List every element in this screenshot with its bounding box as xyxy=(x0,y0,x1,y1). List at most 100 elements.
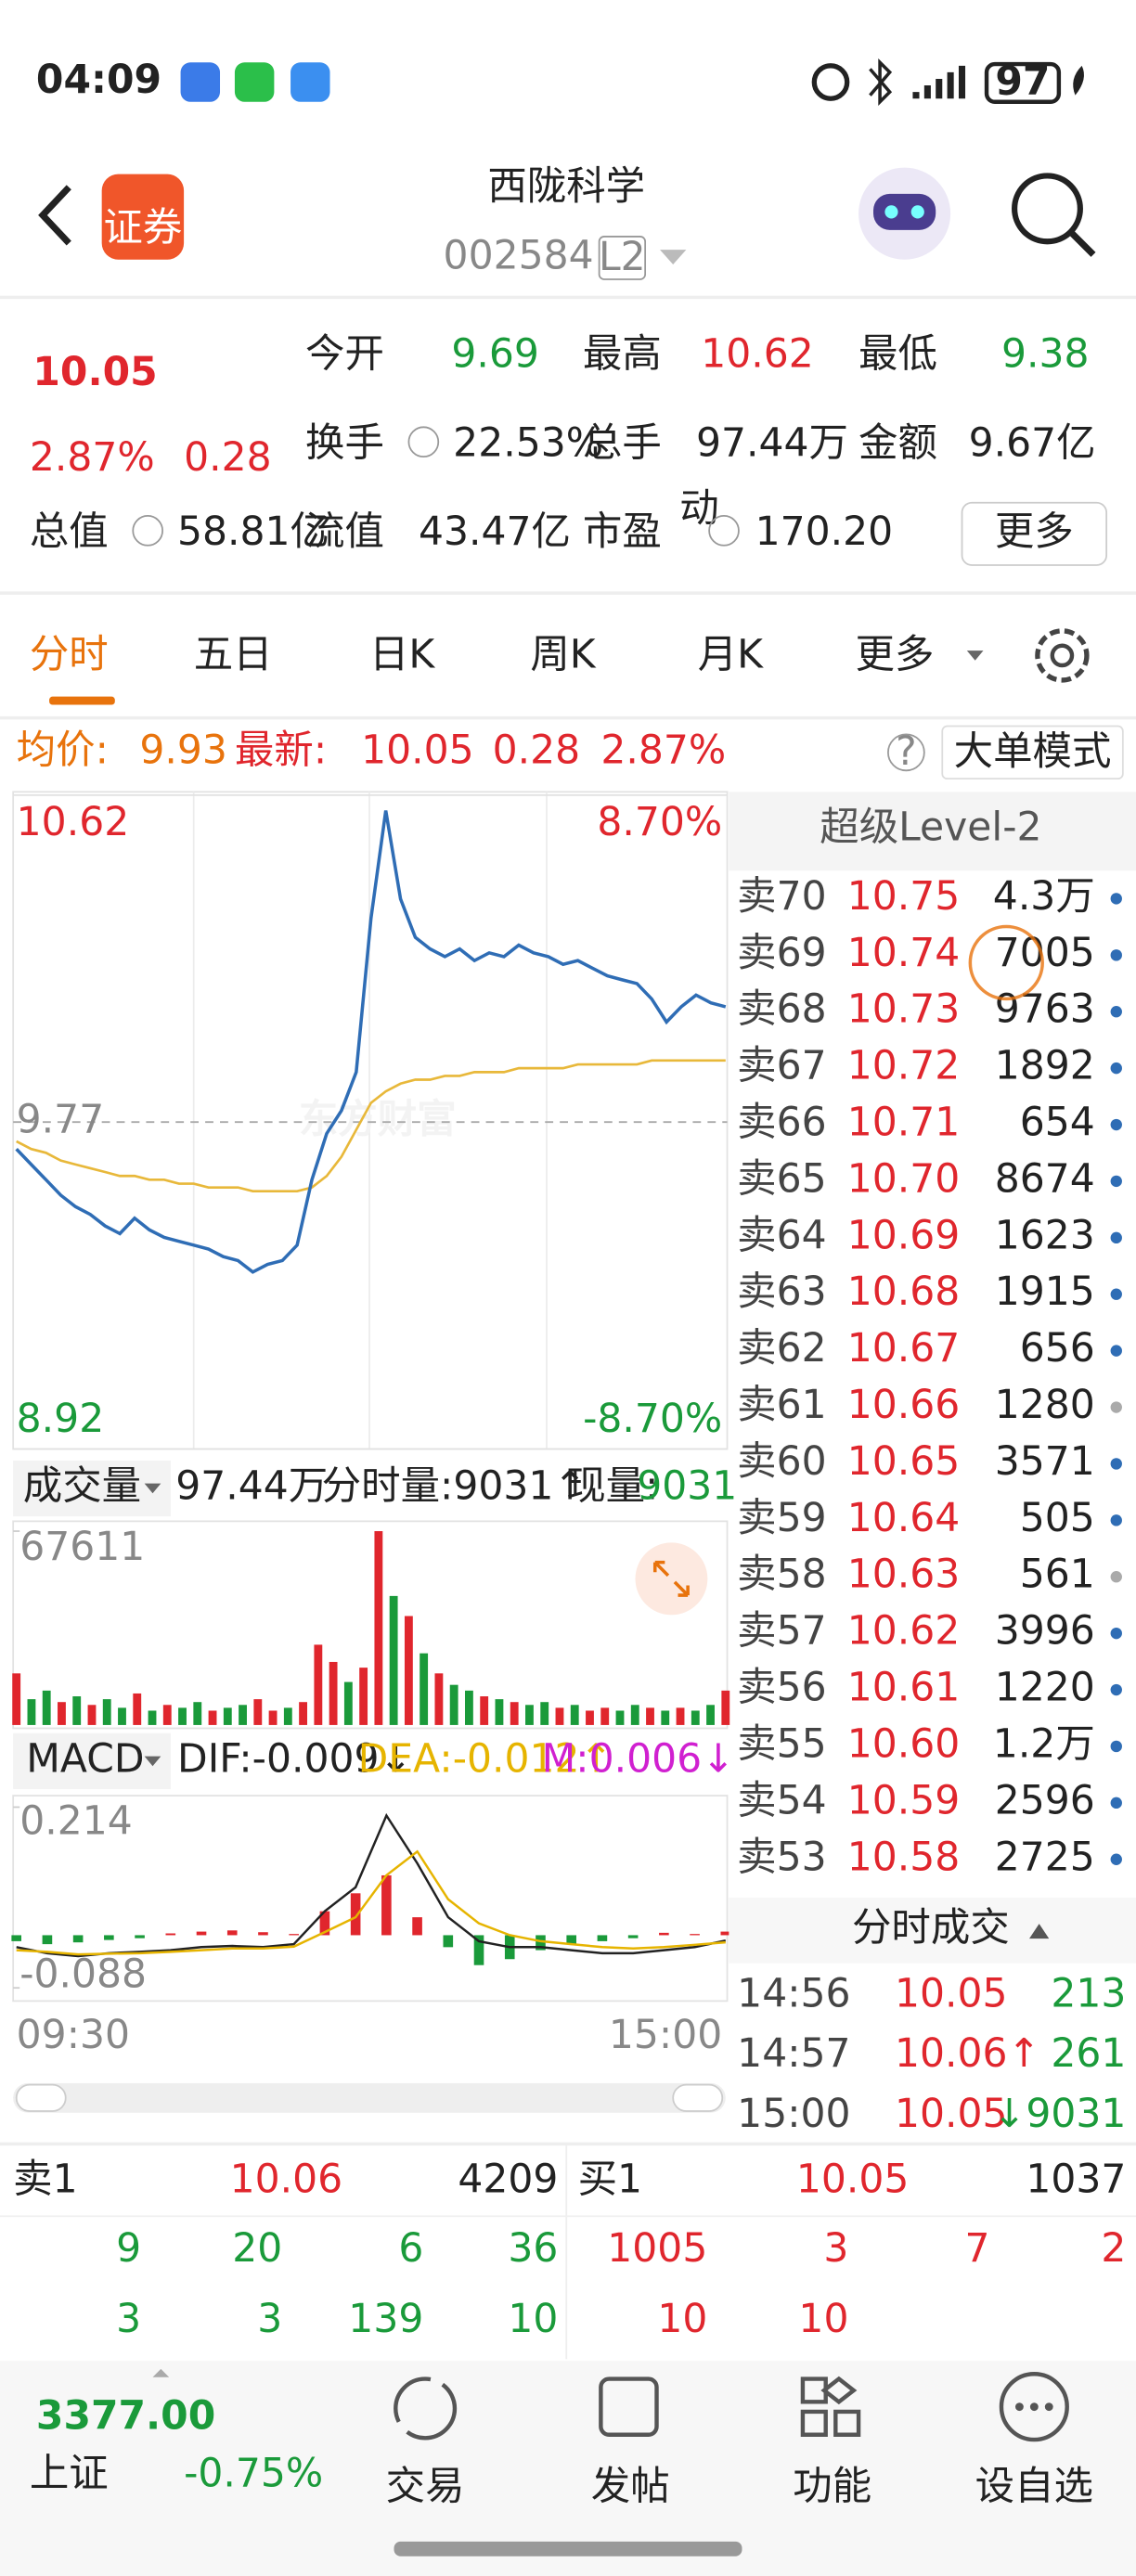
nav-item[interactable]: 发帖 xyxy=(591,2465,670,2510)
indicator-select[interactable] xyxy=(13,1732,171,1789)
tab[interactable]: 更多 xyxy=(856,633,935,678)
volume-bar xyxy=(72,1696,82,1725)
ask-volume: 505 xyxy=(1020,1496,1095,1541)
settings-inner xyxy=(1050,643,1075,668)
scroll-handle[interactable] xyxy=(672,2083,724,2112)
level2-header xyxy=(729,792,1136,871)
volume-bar xyxy=(661,1710,670,1725)
indicator-name: MACD xyxy=(26,1736,144,1782)
ask-volume: 1280 xyxy=(995,1383,1095,1428)
ask-dot xyxy=(1110,949,1122,961)
tab[interactable]: 日K xyxy=(369,633,435,678)
expand-button[interactable] xyxy=(635,1542,708,1616)
search-button[interactable] xyxy=(1012,173,1083,245)
nav-item[interactable]: 功能 xyxy=(793,2465,871,2510)
volume-bar xyxy=(374,1531,383,1725)
trades-header xyxy=(729,1897,1136,1964)
info-icon[interactable] xyxy=(132,515,163,547)
change: 0.28 xyxy=(184,435,272,481)
tab[interactable]: 分时 xyxy=(30,633,109,678)
ask-volume: 1220 xyxy=(995,1666,1095,1711)
help-icon[interactable] xyxy=(887,733,925,772)
signal-icon xyxy=(912,65,966,99)
ask-label: 卖58 xyxy=(737,1552,826,1598)
volume-bar xyxy=(178,1707,187,1725)
trades-title: 分时成交 xyxy=(852,1906,1010,1951)
macd-bar xyxy=(350,1893,361,1936)
info-icon[interactable] xyxy=(708,515,740,547)
ask-dot xyxy=(1110,1345,1122,1357)
ask-price: 10.68 xyxy=(847,1269,961,1315)
index-change: -0.75% xyxy=(184,2451,323,2496)
volume-bar xyxy=(299,1702,308,1725)
ask-price: 10.73 xyxy=(847,987,961,1033)
app-icon xyxy=(180,62,221,102)
sell-queue: 139 xyxy=(348,2297,423,2342)
volume-bar xyxy=(162,1705,172,1725)
level1-book: 卖1 10.06 4209 9 20 6 36 3 3 139 10 买1 10.05 1037 1005 3… xyxy=(13,2157,1126,2343)
dropdown-arrow[interactable] xyxy=(660,250,687,265)
nav-item[interactable]: 交易 xyxy=(386,2465,465,2510)
indicator-select[interactable] xyxy=(13,1460,171,1517)
watch-icon xyxy=(999,2372,1069,2442)
volume-bar xyxy=(118,1707,126,1725)
ask-label: 卖69 xyxy=(737,931,826,976)
tab[interactable]: 五日 xyxy=(194,633,273,678)
collapse-arrow[interactable] xyxy=(1029,1924,1050,1939)
avatar-eye xyxy=(910,205,924,219)
buy-price: 10.05 xyxy=(796,2157,910,2203)
sell-label: 卖1 xyxy=(13,2157,77,2203)
mode-button[interactable] xyxy=(941,725,1124,780)
info-icon[interactable] xyxy=(407,426,440,458)
stat-value: 43.47亿 xyxy=(419,509,571,555)
ask-volume: 3996 xyxy=(995,1609,1095,1655)
macd-chart: 0.214 -0.088 xyxy=(11,1799,731,1997)
ask-dot xyxy=(1110,1062,1122,1075)
ask-price: 10.64 xyxy=(847,1496,961,1541)
more-button[interactable] xyxy=(961,501,1108,566)
nav-item[interactable]: 设自选 xyxy=(975,2465,1093,2510)
macd-line xyxy=(16,1812,727,1958)
ask-volume: 2596 xyxy=(995,1778,1095,1823)
dropdown-arrow xyxy=(144,1483,161,1494)
trade-price: 10.05 xyxy=(895,2092,1008,2137)
stat-label: 今开 xyxy=(305,332,384,378)
ask-dot xyxy=(1110,1740,1122,1753)
tab[interactable]: 月K xyxy=(698,633,764,678)
back-button[interactable] xyxy=(38,185,71,246)
macd-bar xyxy=(165,1933,176,1936)
expand-arrow[interactable] xyxy=(152,2368,170,2377)
ask-price: 10.59 xyxy=(847,1778,961,1823)
clock: 04:09 xyxy=(36,58,161,103)
ask-dot xyxy=(1110,893,1122,905)
sell-volume: 4209 xyxy=(458,2157,558,2203)
volume-bar xyxy=(646,1707,654,1725)
ask-price: 10.67 xyxy=(847,1326,961,1372)
buy-queue: 3 xyxy=(823,2226,848,2272)
volume-chart: 67611 xyxy=(12,1525,730,1725)
dot xyxy=(1029,2402,1039,2412)
volume-bar xyxy=(58,1702,66,1725)
macd-bar xyxy=(659,1932,669,1936)
macd-frame xyxy=(12,1795,729,2003)
battery xyxy=(984,61,1062,104)
macd-bar xyxy=(720,1931,731,1936)
settings-button[interactable] xyxy=(1035,628,1090,683)
ask-dot xyxy=(1110,1118,1122,1131)
y-tick-label: 67611 xyxy=(19,1525,145,1570)
series-line xyxy=(15,810,727,1274)
logo[interactable] xyxy=(101,174,185,260)
macd-bar xyxy=(11,1935,21,1941)
sell-queue: 3 xyxy=(116,2297,141,2342)
ask-dot xyxy=(1110,1627,1122,1640)
download-float[interactable] xyxy=(968,924,1044,1001)
macd-bar xyxy=(258,1932,268,1936)
scrollbar[interactable] xyxy=(13,2082,726,2113)
ask-label: 卖64 xyxy=(737,1213,826,1258)
tab[interactable]: 周K xyxy=(530,633,596,678)
scroll-handle[interactable] xyxy=(15,2083,67,2112)
avg-value: 9.93 xyxy=(139,728,227,773)
